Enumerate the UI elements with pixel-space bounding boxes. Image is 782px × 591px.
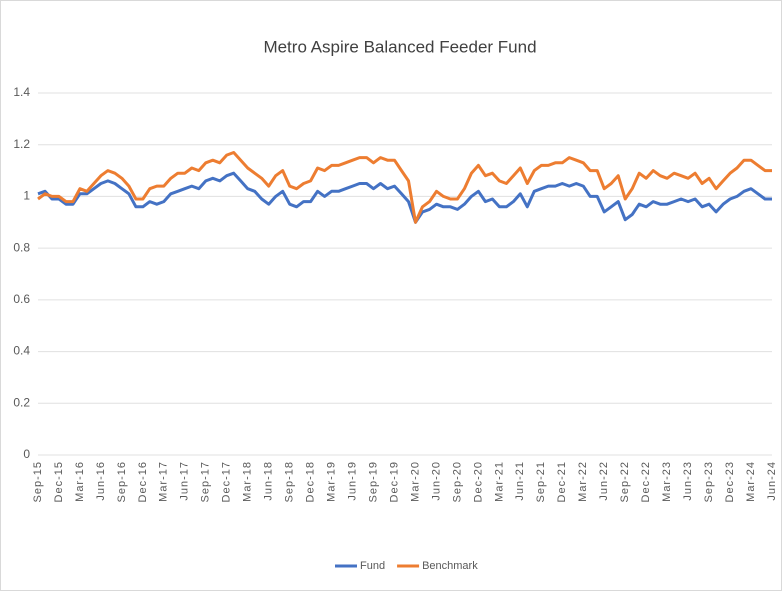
x-tick-label: Jun-18 [263,461,275,501]
x-tick-label: Dec-17 [221,461,233,502]
x-tick-label: Mar-22 [577,461,589,502]
x-tick-label: Mar-21 [493,461,505,502]
x-tick-label: Sep-18 [284,461,296,502]
y-tick-label: 1.4 [13,85,30,99]
x-tick-label: Mar-16 [74,461,86,502]
x-tick-label: Jun-23 [682,461,694,501]
x-tick-label: Sep-15 [32,461,44,502]
x-tick-label: Dec-18 [305,461,317,502]
y-tick-label: 1 [23,189,30,203]
x-tick-label: Jun-21 [514,461,526,501]
x-tick-label: Dec-21 [556,461,568,502]
x-tick-label: Jun-20 [430,461,442,501]
x-tick-label: Dec-19 [388,461,400,502]
x-tick-label: Jun-16 [95,461,107,501]
x-tick-label: Dec-20 [472,461,484,502]
y-tick-label: 1.2 [13,137,30,151]
x-tick-label: Sep-19 [367,461,379,502]
x-tick-label: Mar-24 [745,461,757,502]
x-tick-label: Mar-20 [409,461,421,502]
x-tick-label: Sep-16 [116,461,128,502]
x-tick-label: Dec-22 [640,461,652,502]
x-tick-label: Sep-23 [703,461,715,502]
x-tick-label: Mar-17 [158,461,170,502]
x-tick-label: Dec-15 [53,461,65,502]
x-tick-label: Sep-17 [200,461,212,502]
x-tick-label: Mar-19 [326,461,338,502]
x-tick-label: Sep-21 [535,461,547,502]
series-line [37,171,772,224]
y-tick-label: 0.4 [13,344,30,358]
x-tick-label: Jun-19 [346,461,358,501]
y-tick-label: 0.2 [13,395,30,409]
x-tick-label: Mar-18 [242,461,254,502]
x-tick-label: Jun-22 [598,461,610,501]
x-tick-label: Sep-22 [619,461,631,502]
x-tick-label: Jun-17 [179,461,191,501]
x-tick-label: Dec-23 [724,461,736,502]
chart-title: Metro Aspire Balanced Feeder Fund [263,37,536,56]
x-tick-label: Jun-24 [766,461,778,501]
x-tick-label: Dec-16 [137,461,149,502]
x-tick-label: Sep-20 [451,461,463,502]
y-tick-label: 0.8 [13,240,30,254]
legend-label: Benchmark [422,560,478,572]
series-line [37,151,772,224]
legend-label: Fund [360,560,385,572]
x-tick-label: Mar-23 [661,461,673,502]
y-tick-label: 0.6 [13,292,30,306]
y-tick-label: 0 [23,447,30,461]
